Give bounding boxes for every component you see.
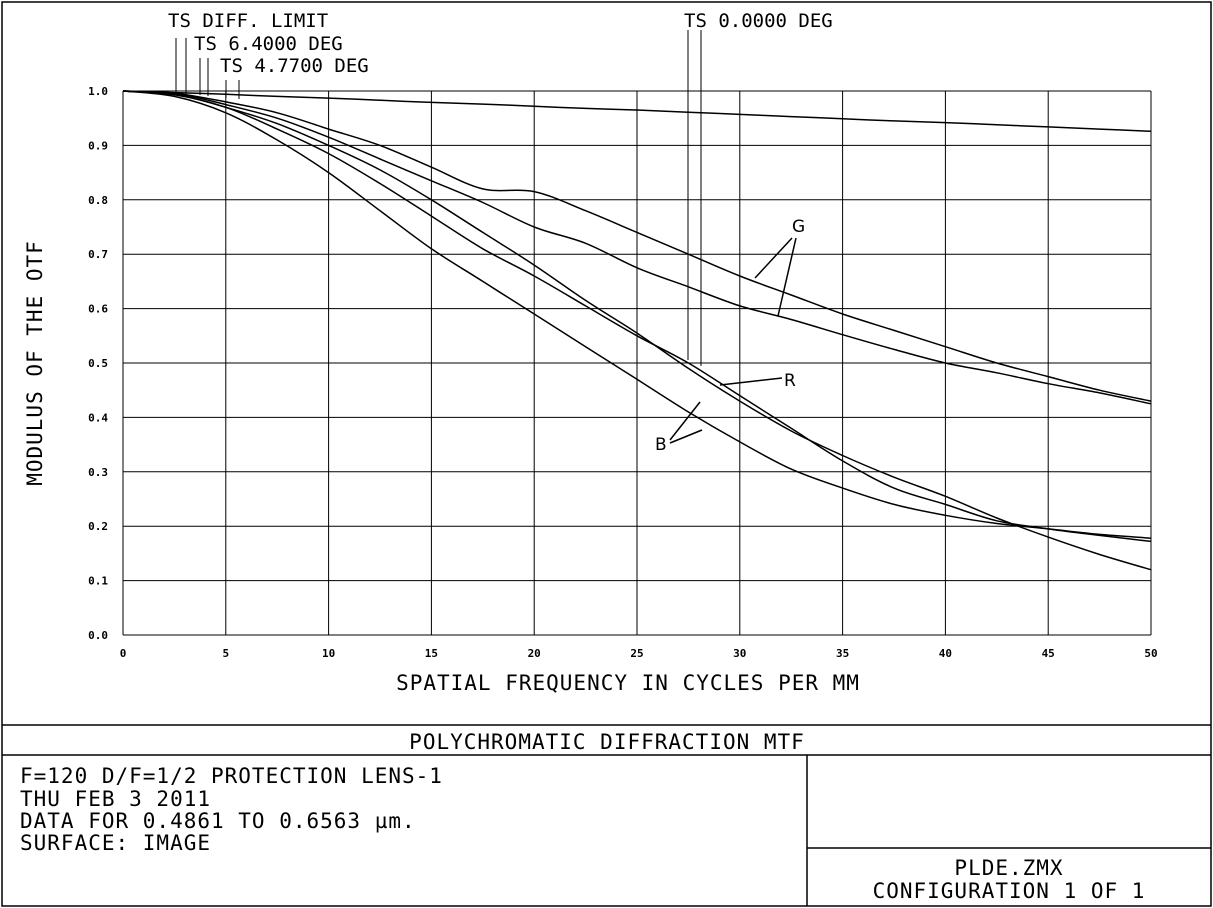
- curve-label-g: G: [792, 217, 805, 237]
- info-date: THU FEB 3 2011: [20, 787, 211, 811]
- x-tick-label: 50: [1144, 647, 1157, 660]
- info-wavelength-range: DATA FOR 0.4861 TO 0.6563 µm.: [20, 809, 416, 833]
- curve-label-b-leader-2: [669, 429, 703, 444]
- x-tick-label: 0: [120, 647, 127, 660]
- x-tick-label: 15: [425, 647, 438, 660]
- x-tick-label: 20: [528, 647, 541, 660]
- y-axis-title: MODULUS OF THE OTF: [23, 240, 47, 486]
- x-axis-title: SPATIAL FREQUENCY IN CYCLES PER MM: [396, 671, 860, 695]
- legend-entry-diff-limit: TS DIFF. LIMIT: [168, 10, 328, 32]
- curve-label-g-leader-2: [777, 237, 797, 317]
- x-tick-label: 10: [322, 647, 335, 660]
- x-tick-label: 35: [836, 647, 849, 660]
- legend-leader-lines: [175, 30, 702, 366]
- y-tick-label: 0.9: [88, 139, 108, 152]
- mtf-curve-series-5: [122, 90, 1152, 543]
- y-tick-label: 0.2: [88, 520, 108, 533]
- info-lens-description: F=120 D/F=1/2 PROTECTION LENS-1: [20, 764, 443, 788]
- x-tick-label: 30: [733, 647, 746, 660]
- curve-label-r: R: [784, 371, 796, 391]
- x-tick-labels: 0 5 10 15 20 25 30 35 40 45 50: [120, 647, 1158, 660]
- legend-entry-0-deg: TS 0.0000 DEG: [684, 10, 833, 32]
- legend-entry-4-77-deg: TS 4.7700 DEG: [220, 55, 369, 77]
- y-tick-labels: 0.0 0.1 0.2 0.3 0.4 0.5 0.6 0.7 0.8 0.9 1.0: [88, 85, 108, 642]
- y-tick-label: 0.5: [88, 357, 108, 370]
- info-surface: SURFACE: IMAGE: [20, 831, 211, 855]
- mtf-curve-series-2: [122, 90, 1152, 402]
- x-tick-label: 5: [222, 647, 229, 660]
- mtf-curve-series-6: [122, 90, 1152, 539]
- curve-label-b: B: [655, 435, 667, 455]
- y-tick-label: 1.0: [88, 85, 108, 98]
- legend-entry-6-4-deg: TS 6.4000 DEG: [194, 33, 343, 55]
- y-tick-label: 0.4: [88, 411, 108, 424]
- y-tick-label: 0.6: [88, 303, 108, 316]
- curve-label-b-leader-1: [669, 401, 701, 441]
- x-tick-label: 25: [630, 647, 643, 660]
- mtf-curve-series-4: [122, 90, 1152, 571]
- y-tick-label: 0.8: [88, 194, 108, 207]
- mtf-curves: [122, 90, 1152, 571]
- y-tick-label: 0.1: [88, 575, 108, 588]
- curve-label-r-leader: [719, 377, 783, 386]
- y-tick-label: 0.7: [88, 248, 108, 261]
- figure-title: POLYCHROMATIC DIFFRACTION MTF: [409, 730, 805, 754]
- x-tick-label: 45: [1042, 647, 1055, 660]
- mtf-curve-series-1: [122, 90, 1152, 133]
- info-file-name: PLDE.ZMX: [954, 856, 1063, 880]
- y-tick-label: 0.3: [88, 466, 108, 479]
- info-configuration: CONFIGURATION 1 OF 1: [873, 879, 1146, 903]
- mtf-curve-series-3: [122, 90, 1152, 405]
- x-tick-label: 40: [939, 647, 952, 660]
- y-tick-label: 0.0: [88, 629, 108, 642]
- curve-label-g-leader-1: [754, 237, 793, 279]
